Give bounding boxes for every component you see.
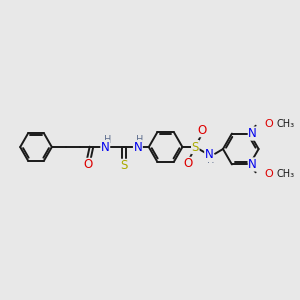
Text: N: N: [134, 140, 142, 154]
Text: O: O: [184, 158, 193, 170]
Text: O: O: [264, 119, 273, 129]
Text: N: N: [101, 140, 110, 154]
Text: CH₃: CH₃: [276, 119, 295, 129]
Text: N: N: [248, 127, 257, 140]
Text: O: O: [198, 124, 207, 137]
Text: N: N: [205, 148, 214, 161]
Text: CH₃: CH₃: [276, 169, 295, 179]
Text: H: H: [207, 155, 215, 165]
Text: H: H: [136, 135, 144, 145]
Text: N: N: [248, 158, 257, 171]
Text: O: O: [84, 158, 93, 171]
Text: O: O: [264, 169, 273, 179]
Text: S: S: [120, 159, 128, 172]
Text: H: H: [103, 135, 111, 145]
Text: S: S: [192, 140, 199, 154]
